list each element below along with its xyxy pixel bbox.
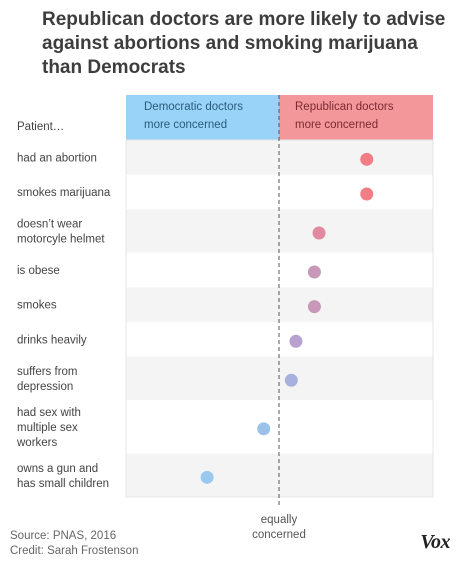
row-label: had an abortion — [17, 152, 97, 164]
source-text: Source: PNAS, 2016 — [10, 530, 117, 542]
row-label-line: is obese — [17, 265, 60, 277]
chart-title: Republican doctors are more likely to ad… — [42, 9, 446, 78]
democratic-header-box — [126, 95, 279, 140]
republican-header-label-line: more concerned — [295, 119, 378, 131]
row-label-line: owns a gun and — [17, 463, 98, 475]
republican-header-box — [279, 95, 433, 140]
footer: Source: PNAS, 2016 Credit: Sarah Frosten… — [10, 529, 138, 559]
row-label: owns a gun and has small children — [17, 463, 109, 490]
row-label-line: doesn’t wear — [17, 218, 82, 230]
data-point — [360, 187, 374, 201]
data-point — [307, 265, 321, 279]
data-point — [284, 373, 298, 387]
row-label-line: workers — [16, 437, 58, 449]
democratic-header-label: Democratic doctors more concerned — [144, 101, 243, 131]
republican-header-label: Republican doctors more concerned — [295, 101, 394, 131]
equally-concerned-label: equally concerned — [252, 514, 306, 541]
data-point — [312, 226, 326, 240]
row-label-line: multiple sex — [17, 422, 78, 434]
row-label-line: smokes — [17, 300, 57, 312]
row-label-line: motorcyle helmet — [17, 233, 105, 245]
row-label: had sex with multiple sex workers — [16, 407, 81, 449]
row-label-line: depression — [17, 381, 73, 393]
data-point — [289, 334, 303, 348]
row-label: smokes marijuana — [17, 187, 111, 199]
row-label: is obese — [17, 265, 60, 277]
row-label-line: smokes marijuana — [17, 187, 111, 199]
row-label: drinks heavily — [17, 334, 87, 346]
credit-text: Credit: Sarah Frostenson — [10, 545, 139, 557]
row-label-line: drinks heavily — [17, 334, 87, 346]
row-label: smokes — [17, 300, 57, 312]
democratic-header-label-line: Democratic doctors — [144, 101, 243, 113]
row-label-line: had sex with — [17, 407, 81, 419]
row-label-line: had an abortion — [17, 152, 97, 164]
equally-concerned-label-line: equally — [261, 514, 298, 526]
patient-column-header: Patient… — [17, 121, 64, 133]
republican-header-label-line: Republican doctors — [295, 101, 394, 113]
patient-column-header-line: Patient… — [17, 121, 64, 133]
vox-logo: Vox — [420, 531, 450, 553]
row-label: doesn’t wear motorcyle helmet — [17, 218, 105, 245]
row-label: suffers from depression — [17, 366, 78, 393]
row-label-line: has small children — [17, 478, 109, 490]
equally-concerned-label-line: concerned — [252, 529, 306, 541]
data-point — [257, 422, 271, 436]
data-point — [200, 470, 214, 484]
data-point — [307, 300, 321, 314]
democratic-header-label-line: more concerned — [144, 119, 227, 131]
row-label-line: suffers from — [17, 366, 78, 378]
data-point — [360, 152, 374, 166]
